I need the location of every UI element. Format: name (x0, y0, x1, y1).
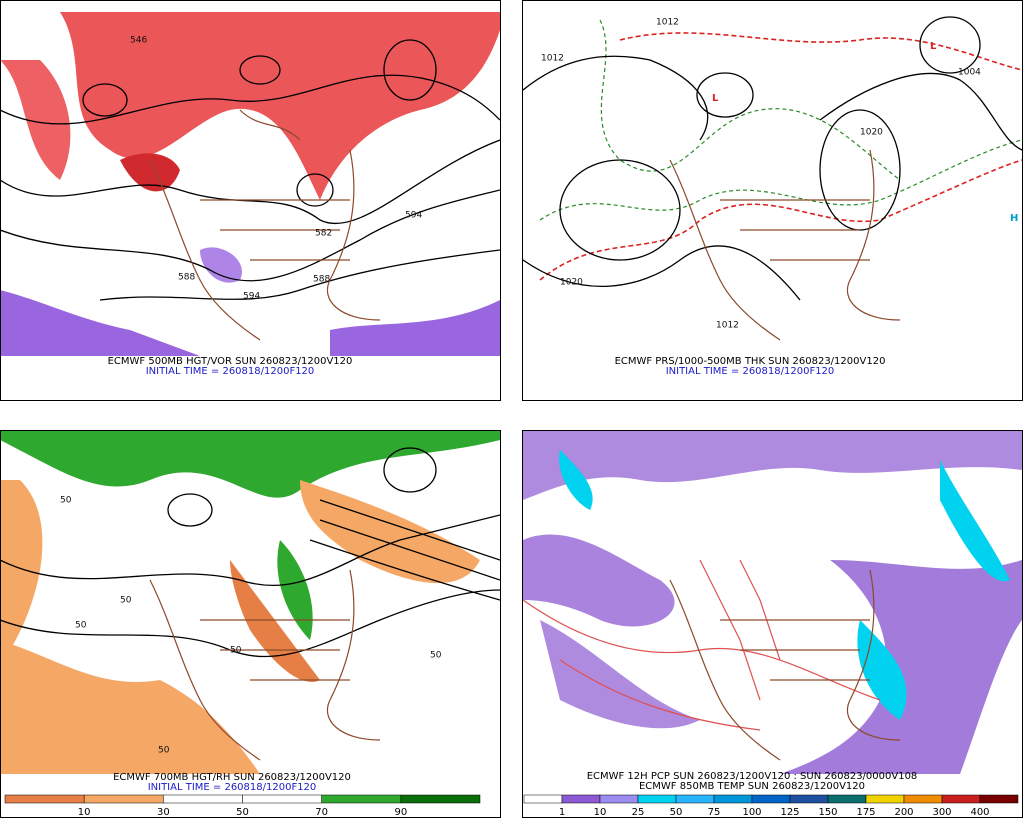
colorbar-label: 400 (970, 807, 989, 818)
contour-label: 1012 (656, 18, 679, 28)
colorbar-label: 100 (742, 807, 761, 818)
colorbar-segment (163, 794, 243, 804)
colorbar-segment (523, 794, 563, 804)
panel-frame (522, 430, 1023, 818)
colorbar-segment (979, 794, 1019, 804)
caption: INITIAL TIME = 260818/1200F120 (666, 366, 835, 377)
contour-label: 50 (430, 651, 442, 661)
colorbar-segment (865, 794, 905, 804)
contour-label: 1004 (958, 68, 981, 78)
colorbar-label: 90 (394, 807, 407, 818)
colorbar-label: 25 (632, 807, 645, 818)
contour-label: 1012 (716, 321, 739, 331)
colorbar-segment (83, 794, 164, 804)
svg-text:L: L (930, 41, 937, 52)
colorbar-segment (637, 794, 677, 804)
colorbar-segment (903, 794, 943, 804)
caption: ECMWF 700MB HGT/RH SUN 260823/1200V120 (113, 772, 351, 783)
contour-label: 1020 (560, 278, 583, 288)
caption: ECMWF PRS/1000-500MB THK SUN 260823/1200… (615, 356, 886, 367)
colorbar-label: 10 (78, 807, 91, 818)
colorbar-segment (321, 794, 402, 804)
contour-label: 50 (158, 746, 170, 756)
contour-label: 594 (405, 211, 422, 221)
contour-label: 1012 (541, 54, 564, 64)
colorbar-segment (751, 794, 791, 804)
colorbar-label: 200 (894, 807, 913, 818)
svg-text:L: L (712, 93, 719, 104)
contour-label: 546 (130, 36, 147, 46)
map: L L H (523, 16, 1022, 341)
contour-label: 1020 (860, 128, 883, 138)
contour-label: 588 (178, 273, 195, 283)
colorbar-segment (789, 794, 829, 804)
contour-label: 50 (75, 621, 87, 631)
map (523, 431, 1022, 774)
colorbar-segment (941, 794, 981, 804)
contour-label: 594 (243, 292, 260, 302)
panel-frame (0, 430, 501, 818)
colorbar-label: 30 (157, 807, 170, 818)
panel-frame (522, 0, 1023, 401)
colorbar-segment (242, 794, 322, 804)
colorbar-label: 125 (780, 807, 799, 818)
contour-label: 50 (60, 496, 72, 506)
colorbar-label: 50 (236, 807, 249, 818)
panel-frame (0, 0, 501, 401)
colorbar-label: 70 (315, 807, 328, 818)
colorbar-segment (4, 794, 85, 804)
caption: ECMWF 500MB HGT/VOR SUN 260823/1200V120 (108, 356, 353, 367)
colorbar-segment (675, 794, 715, 804)
caption: INITIAL TIME = 260818/1200F120 (148, 782, 317, 793)
colorbar-segment (827, 794, 867, 804)
map (1, 431, 500, 774)
colorbar-label: 300 (932, 807, 951, 818)
svg-text:H: H (1010, 213, 1018, 224)
colorbar-segment (713, 794, 753, 804)
colorbar-label: 10 (594, 807, 607, 818)
map (1, 12, 500, 356)
colorbar-segment (400, 794, 481, 804)
colorbar-label: 1 (559, 807, 565, 818)
contour-label: 50 (120, 596, 132, 606)
caption: ECMWF 850MB TEMP SUN 260823/1200V120 (639, 781, 865, 792)
contour-label: 582 (315, 229, 332, 239)
colorbar-label: 175 (856, 807, 875, 818)
contour-label: 588 (313, 275, 330, 285)
colorbar-segment (599, 794, 639, 804)
caption: INITIAL TIME = 260818/1200F120 (146, 366, 315, 377)
caption: ECMWF 12H PCP SUN 260823/1200V120 : SUN … (587, 771, 918, 782)
contour-label: 50 (230, 646, 242, 656)
colorbar-label: 50 (670, 807, 683, 818)
colorbar-label: 75 (708, 807, 721, 818)
colorbar-label: 150 (818, 807, 837, 818)
colorbar-segment (561, 794, 601, 804)
